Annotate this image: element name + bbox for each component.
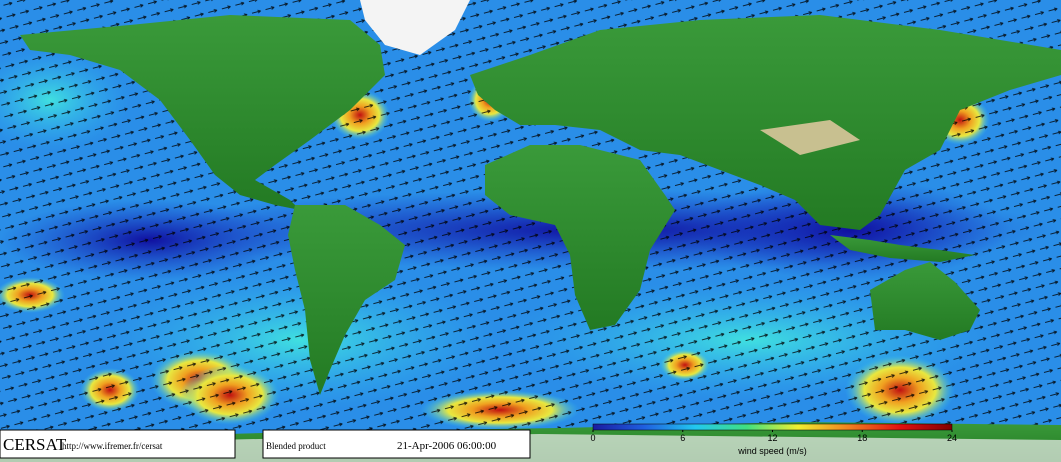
agency-url[interactable]: http://www.ifremer.fr/cersat	[62, 441, 163, 451]
colorbar-tick-label: 6	[680, 433, 685, 443]
colorbar-tick-label: 24	[947, 433, 957, 443]
colorbar: 0 6 12 18 24 wind speed (m/s)	[590, 423, 957, 456]
product-name: Blended product	[266, 441, 326, 451]
north-america	[20, 15, 385, 210]
africa	[485, 145, 675, 330]
colorbar-tick-label: 18	[857, 433, 867, 443]
product-date: 21-Apr-2006 06:00:00	[397, 440, 497, 452]
indonesia	[830, 235, 975, 262]
eurasia	[470, 15, 1061, 230]
colorbar-tick-label: 0	[590, 433, 595, 443]
agency: CERSAT	[3, 435, 67, 454]
australia	[870, 262, 980, 340]
colorbar-bar	[592, 423, 953, 431]
colorbar-tick-label: 12	[767, 433, 777, 443]
south-america	[288, 205, 405, 395]
agency-box	[0, 429, 236, 459]
greenland	[360, 0, 470, 55]
tibet-plateau	[760, 120, 860, 155]
colorbar-label: wind speed (m/s)	[737, 446, 807, 456]
product-box	[262, 429, 531, 459]
